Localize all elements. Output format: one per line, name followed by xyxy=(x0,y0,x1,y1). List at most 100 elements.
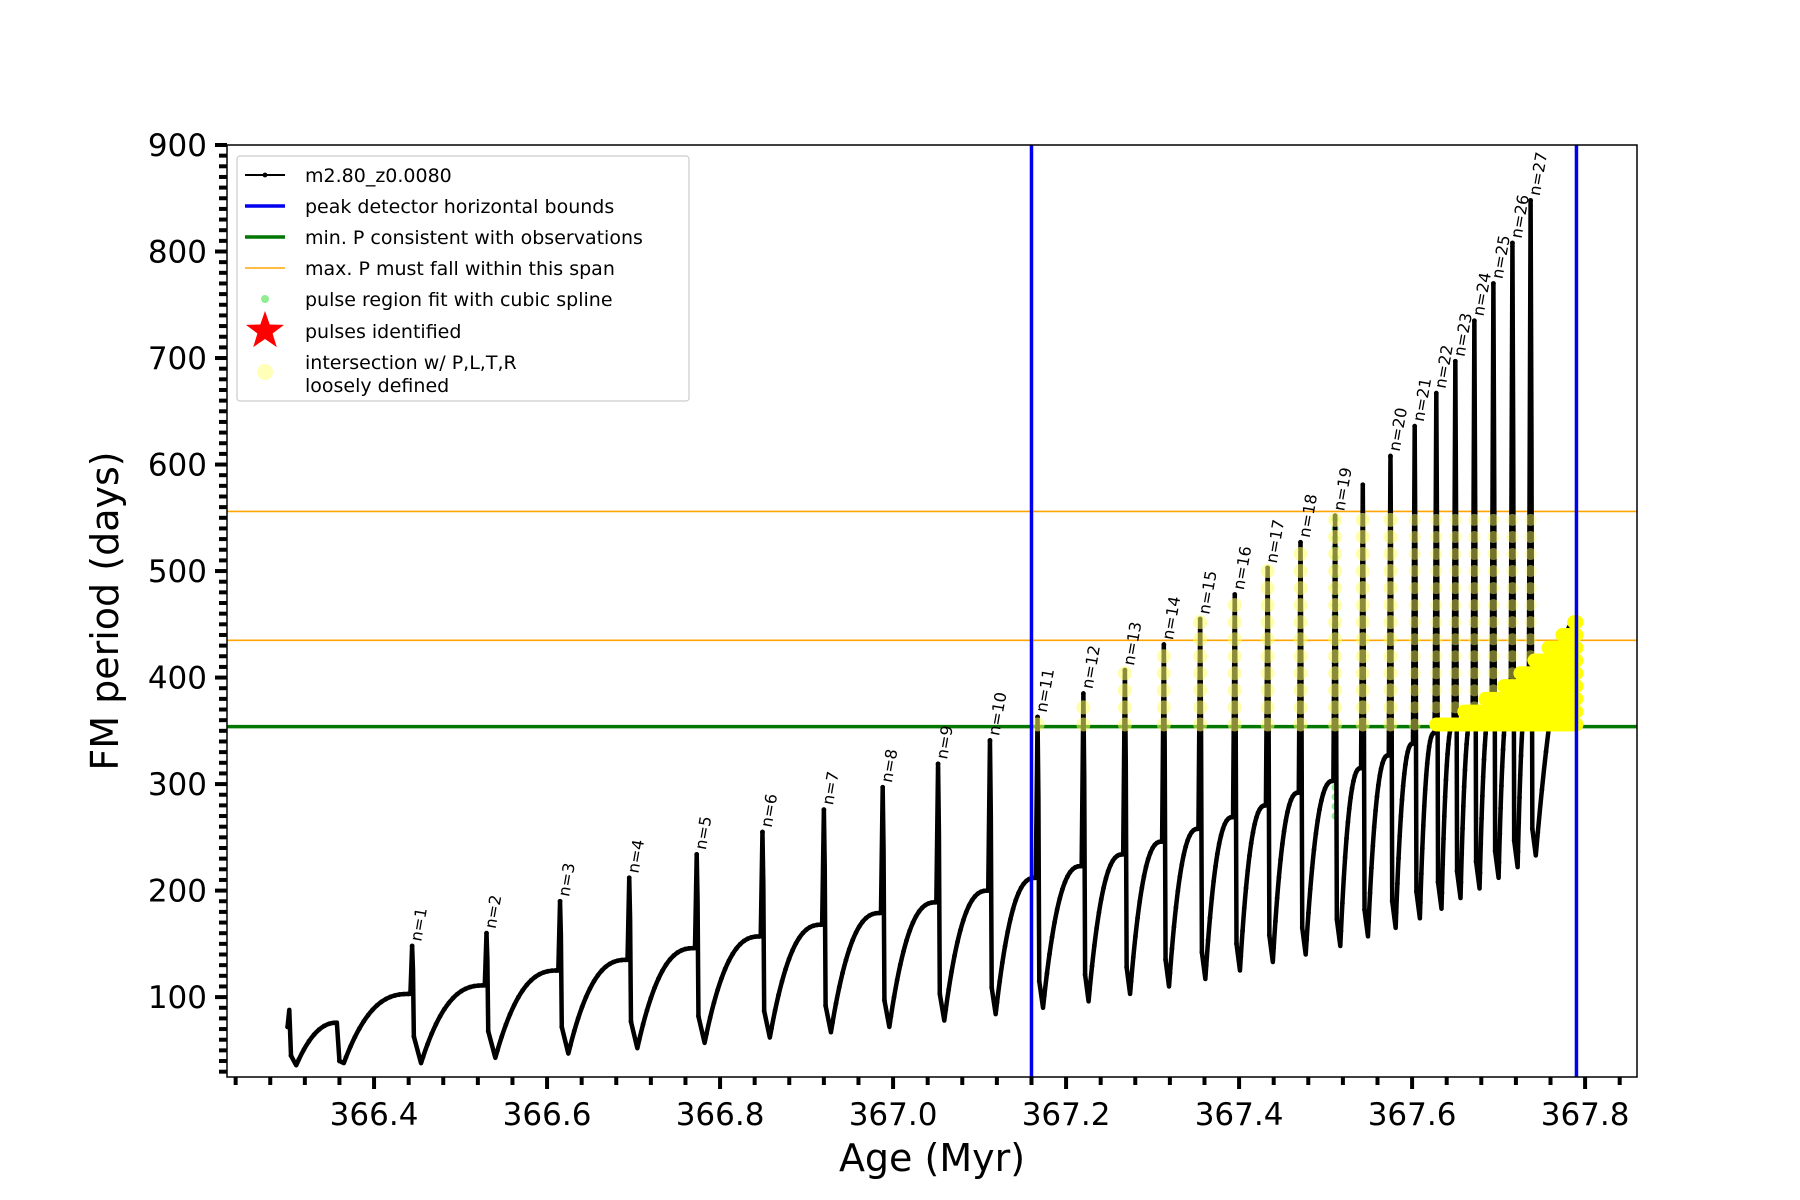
series-point xyxy=(1491,417,1496,423)
series-point xyxy=(429,1031,435,1037)
series-point xyxy=(856,924,862,929)
series-point xyxy=(467,984,473,990)
series-point xyxy=(1141,873,1147,879)
series-point xyxy=(1528,292,1533,298)
series-point xyxy=(1528,248,1533,253)
series-point xyxy=(897,962,903,968)
series-point xyxy=(694,901,699,906)
series-point xyxy=(326,1021,332,1027)
series-point xyxy=(1412,592,1417,597)
intersection-marker xyxy=(1524,548,1537,561)
series-point xyxy=(1122,837,1128,842)
intersection-marker xyxy=(1430,633,1443,646)
series-point xyxy=(840,970,846,976)
legend-label: peak detector horizontal bounds xyxy=(305,196,614,218)
series-point xyxy=(1371,824,1377,830)
series-point xyxy=(1057,896,1063,901)
intersection-marker xyxy=(1355,615,1370,630)
intersection-marker xyxy=(1227,649,1242,664)
intersection-marker xyxy=(1408,548,1421,561)
series-point xyxy=(1122,777,1128,783)
series-point xyxy=(821,818,827,823)
series-point xyxy=(1306,910,1311,916)
series-point xyxy=(1453,363,1458,368)
series-point xyxy=(1351,778,1356,784)
y-tick-label: 500 xyxy=(148,554,207,590)
legend-box xyxy=(236,155,690,402)
series-point xyxy=(1434,671,1439,676)
series-point xyxy=(1177,874,1183,880)
plot-frame xyxy=(226,144,1638,1078)
intersection-marker xyxy=(1193,717,1208,732)
series-point xyxy=(1161,824,1167,829)
series-point xyxy=(1464,732,1470,738)
series-point xyxy=(1460,826,1465,831)
series-point xyxy=(760,904,765,909)
series-point xyxy=(1472,592,1477,597)
series-point xyxy=(1298,775,1303,780)
series-point xyxy=(1360,750,1365,756)
intersection-marker xyxy=(1383,598,1398,613)
series-point xyxy=(1388,738,1393,743)
series-point xyxy=(1171,924,1177,930)
series-point xyxy=(1499,764,1505,769)
series-point xyxy=(987,769,993,774)
series-point xyxy=(830,1019,835,1025)
intersection-marker xyxy=(1468,530,1481,543)
intersection-marker xyxy=(1156,717,1171,732)
series-point xyxy=(1528,591,1533,596)
series-point xyxy=(1510,258,1515,264)
series-point xyxy=(1271,945,1277,951)
series-point xyxy=(296,1057,302,1063)
intersection-marker xyxy=(1260,564,1275,579)
intersection-marker xyxy=(1260,649,1275,664)
series-point xyxy=(694,931,699,936)
intersection-marker xyxy=(1328,632,1343,647)
series-point xyxy=(1360,482,1365,487)
series-point xyxy=(1528,501,1533,507)
series-point xyxy=(1412,741,1417,746)
series-point xyxy=(659,968,665,974)
series-point xyxy=(1298,760,1303,765)
x-tick-label: 367.8 xyxy=(1541,1097,1630,1133)
series-point xyxy=(1311,847,1317,852)
series-point xyxy=(880,784,886,790)
series-point xyxy=(1478,841,1484,847)
series-point xyxy=(1479,816,1484,821)
intersection-marker xyxy=(1468,667,1481,680)
intersection-marker xyxy=(1328,683,1343,698)
intersection-marker xyxy=(1328,700,1343,715)
intersection-marker xyxy=(1524,616,1537,629)
series-point xyxy=(392,993,398,998)
series-point xyxy=(1491,596,1496,601)
series-point xyxy=(1098,896,1104,902)
series-point xyxy=(1516,820,1522,826)
series-point xyxy=(935,840,941,845)
series-point xyxy=(627,883,632,888)
series-point xyxy=(1105,868,1111,874)
series-point xyxy=(1370,843,1376,849)
series-point xyxy=(761,1008,767,1014)
series-point xyxy=(1197,826,1203,832)
series-point xyxy=(541,970,547,975)
series-point xyxy=(1334,916,1340,922)
series-point xyxy=(916,909,922,914)
intersection-marker xyxy=(1468,582,1481,595)
series-point xyxy=(1472,338,1477,344)
intersection-marker xyxy=(1355,717,1370,732)
series-point xyxy=(1062,879,1068,885)
series-point xyxy=(1298,539,1303,545)
series-point xyxy=(880,866,885,871)
x-axis-label: Age (Myr) xyxy=(839,1136,1025,1180)
series-point xyxy=(1510,646,1515,652)
intersection-marker xyxy=(1487,565,1500,578)
series-point xyxy=(1472,472,1477,478)
series-point xyxy=(1405,749,1411,755)
series-point xyxy=(652,985,658,991)
series-point xyxy=(1510,542,1515,547)
series-point xyxy=(987,888,993,893)
series-point xyxy=(1091,943,1097,949)
series-point xyxy=(559,1024,565,1030)
series-point xyxy=(891,994,897,1000)
